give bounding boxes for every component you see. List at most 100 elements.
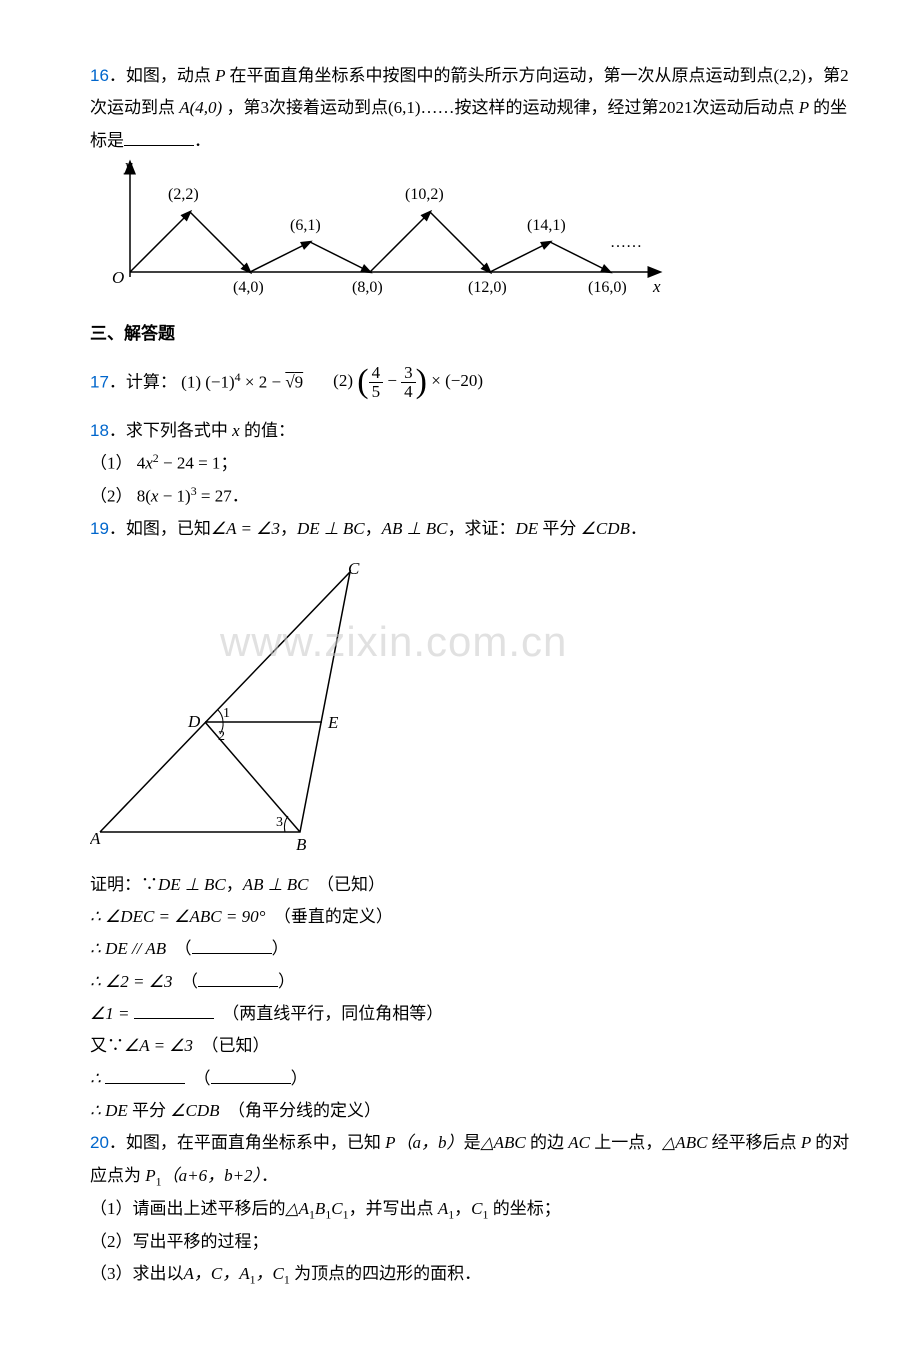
- y-axis-label: y: [123, 157, 133, 175]
- q16-text-f: 次接着运动到点: [269, 98, 388, 117]
- q20-sub1: （1）请画出上述平移后的△A1B1C1，并写出点 A1，C1 的坐标；: [90, 1193, 850, 1226]
- q18-label: ．求下列各式中: [109, 421, 228, 440]
- q18-x: x: [228, 421, 244, 440]
- blank-5: [211, 1066, 291, 1084]
- p-l1a: 证明：∵: [90, 875, 158, 894]
- q20-tri2: △ABC: [662, 1133, 707, 1152]
- p-l6b: ∠A = ∠3: [124, 1036, 193, 1055]
- question-18: 18．求下列各式中 x 的值：: [90, 415, 850, 447]
- question-19: 19．如图，已知∠A = ∠3，DE ⊥ BC，AB ⊥ BC，求证：DE 平分…: [90, 513, 850, 545]
- p-l7a: ∴: [90, 1069, 105, 1088]
- p-l7c: ）: [291, 1069, 308, 1088]
- q18-period: ．: [232, 487, 249, 506]
- p-l5a: ∠1 =: [90, 1004, 134, 1023]
- p-l3c: （: [183, 939, 192, 958]
- q17-p1-label: (1): [181, 373, 201, 392]
- label-D: D: [187, 712, 201, 731]
- q19-de: DE: [515, 519, 538, 538]
- p-l3d: ）: [272, 939, 289, 958]
- q18-label2: 的值：: [244, 421, 295, 440]
- p-l6c: （已知）: [210, 1036, 270, 1055]
- q20-ab2: （a+6，b+2）: [162, 1166, 261, 1185]
- q20-s3a: （3）求出以: [90, 1264, 184, 1283]
- svg-text:(12,0): (12,0): [468, 279, 507, 296]
- p-l8c: 平分: [128, 1101, 171, 1120]
- q16-P: P: [211, 66, 230, 85]
- q20-t3: 的边: [526, 1133, 569, 1152]
- q19-angA: ∠A = ∠3: [211, 519, 280, 538]
- q16-three: 3: [260, 98, 269, 117]
- p-l2b: （垂直的定义）: [282, 907, 393, 926]
- p-l2a: ∴ ∠DEC = ∠ABC = 90°: [90, 907, 265, 926]
- q17-label: ．计算：: [109, 373, 177, 392]
- q17-p2-label: (2): [333, 372, 353, 391]
- p-l1c: ，: [226, 875, 243, 894]
- svg-text:(10,2): (10,2): [405, 186, 444, 203]
- p-l3a: ∴: [90, 939, 105, 958]
- label-A: A: [90, 829, 101, 848]
- label-B: B: [296, 835, 307, 852]
- q16-A40: A(4,0): [175, 98, 226, 117]
- p-l4a: ∴ ∠2 = ∠3: [90, 972, 173, 991]
- svg-text:1: 1: [223, 706, 230, 721]
- svg-text:2: 2: [218, 729, 225, 744]
- q18-line2: （2） 8(x − 1)3 = 27．: [90, 480, 850, 513]
- q18-e1x: x: [145, 454, 153, 473]
- q20-P: P: [381, 1133, 396, 1152]
- q20-sub3: （3）求出以A，C，A1，C1 为顶点的四边形的面积．: [90, 1258, 850, 1291]
- q16-graph: O y x (2,2) (4,0) (6,1) (8,0) (10,2) (12…: [90, 157, 850, 318]
- svg-text:3: 3: [276, 815, 283, 830]
- svg-text:……: ……: [610, 234, 642, 251]
- q20-s1c: ，: [454, 1199, 471, 1218]
- q16-pt1: (2,2): [774, 66, 807, 85]
- p-l3b: DE // AB: [105, 939, 166, 958]
- q20-A1: A: [438, 1199, 448, 1218]
- q20-sub2: （2）写出平移的过程；: [90, 1226, 850, 1258]
- q19-proof: 证明：∵DE ⊥ BC，AB ⊥ BC （已知） ∴ ∠DEC = ∠ABC =…: [90, 869, 850, 1127]
- p-l1d: AB ⊥ BC: [243, 875, 309, 894]
- q19-c1: ，: [280, 519, 297, 538]
- q17-frac2: 34: [401, 364, 416, 402]
- q20-Alist: A，C，A: [184, 1264, 250, 1283]
- q19-abperp: AB ⊥ BC: [382, 519, 448, 538]
- svg-text:(8,0): (8,0): [352, 279, 383, 296]
- q20-P1: P: [141, 1166, 156, 1185]
- p-l8a: ∴: [90, 1101, 105, 1120]
- q19-period: ．: [630, 519, 647, 538]
- q16-text-c: ，第: [806, 66, 840, 85]
- q20-period: ．: [261, 1166, 278, 1185]
- q20-s1a: （1）请画出上述平移后的: [90, 1199, 286, 1218]
- q19-bisects: 平分: [538, 519, 581, 538]
- q20-C1b: C: [471, 1199, 482, 1218]
- q17-tail: × (−20): [427, 372, 483, 391]
- q20-Clist: ，C: [256, 1264, 284, 1283]
- q20-number: 20: [90, 1133, 109, 1152]
- q20-s1d: 的坐标；: [488, 1199, 560, 1218]
- p-l8b: DE: [105, 1101, 128, 1120]
- origin-label: O: [112, 268, 124, 287]
- q16-text-h: 次运动后动点: [693, 98, 795, 117]
- q20-s3b: 为顶点的四边形的面积．: [290, 1264, 481, 1283]
- q19-intro-b: ，求证：: [447, 519, 515, 538]
- q18-number: 18: [90, 421, 109, 440]
- q16-blank: [124, 128, 194, 146]
- q19-intro-a: ．如图，已知: [109, 519, 211, 538]
- q18-e2a: 8(: [137, 487, 151, 506]
- q18-line1: （1） 4x2 − 24 = 1；: [90, 447, 850, 480]
- q20-B1: B: [315, 1199, 325, 1218]
- question-16: 16．如图，动点 P 在平面直角坐标系中按图中的箭头所示方向运动，第一次从原点运…: [90, 60, 850, 157]
- q18-semi: ；: [220, 454, 237, 473]
- q20-t4: 上一点，: [590, 1133, 662, 1152]
- q19-cdb: ∠CDB: [581, 519, 630, 538]
- q17-p1-a: (−1): [205, 373, 234, 392]
- q16-text-g: ……按这样的运动规律，经过第: [421, 98, 659, 117]
- svg-text:(16,0): (16,0): [588, 279, 627, 296]
- q20-ab: （a，b）: [396, 1133, 464, 1152]
- p-l4b: （: [190, 972, 199, 991]
- blank-1: [192, 936, 272, 954]
- p-l7b: （: [202, 1069, 211, 1088]
- q20-t1: ．如图，在平面直角坐标系中，已知: [109, 1133, 381, 1152]
- q16-text-d: 次运动到点: [90, 98, 175, 117]
- q18-e1b: − 24 = 1: [159, 454, 221, 473]
- blank-4: [105, 1066, 185, 1084]
